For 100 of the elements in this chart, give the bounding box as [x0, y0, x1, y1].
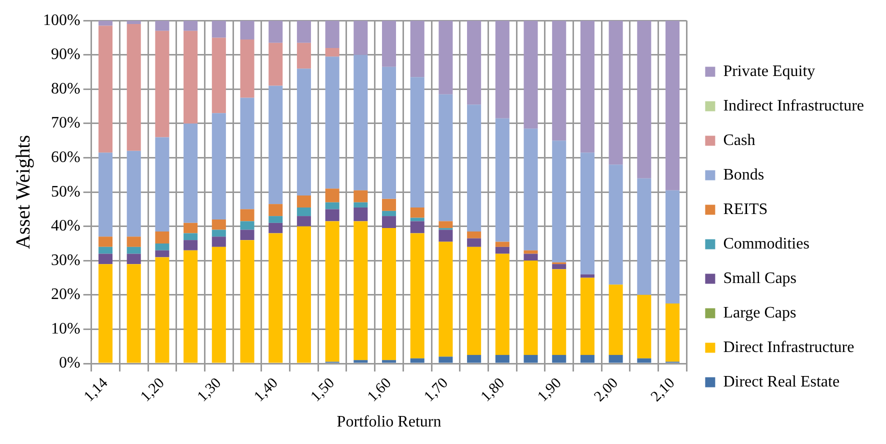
x-tick-label: 1,14	[81, 374, 112, 406]
bar	[382, 198, 396, 211]
x-tick-label: 2,10	[648, 375, 678, 406]
bar	[98, 246, 113, 254]
bar	[410, 358, 424, 363]
x-tick-label: 1,70	[421, 375, 452, 406]
bar	[98, 236, 113, 247]
bar	[665, 304, 680, 362]
bar	[410, 221, 424, 234]
bar	[126, 150, 141, 237]
bar	[665, 190, 680, 304]
legend-label: Large Caps	[723, 304, 796, 322]
bar	[467, 104, 482, 232]
legend-label: Bonds	[723, 166, 764, 184]
bar	[608, 164, 623, 285]
bar	[580, 354, 594, 363]
bar	[467, 238, 482, 247]
bar	[410, 20, 424, 78]
bar	[580, 20, 594, 153]
bar	[382, 228, 396, 360]
bar	[354, 360, 368, 363]
bar	[325, 20, 340, 48]
bar	[240, 20, 254, 40]
bar	[268, 20, 283, 43]
legend-label: Commodities	[723, 235, 810, 252]
bar	[524, 250, 538, 254]
bar	[268, 86, 283, 204]
bar	[438, 20, 453, 94]
bar	[354, 54, 368, 190]
x-tick-label: 2,00	[592, 375, 622, 406]
legend-label: Direct Real Estate	[723, 373, 840, 390]
bar	[296, 226, 311, 363]
legend-label: Private Equity	[723, 62, 816, 80]
x-tick-label: 1,20	[138, 375, 168, 406]
bar	[325, 56, 340, 189]
bar	[524, 20, 538, 129]
bar	[155, 250, 170, 258]
bar	[467, 246, 482, 355]
bar	[524, 354, 538, 363]
x-axis-title: Portfolio Return	[336, 414, 442, 431]
bar	[608, 354, 623, 363]
bar	[524, 128, 538, 250]
bar	[467, 354, 482, 363]
bar	[410, 207, 424, 218]
bar	[155, 20, 170, 31]
bar	[637, 178, 652, 295]
bar	[155, 137, 170, 232]
legend-label: REITS	[723, 200, 768, 218]
bar	[98, 152, 113, 237]
bar	[155, 231, 170, 244]
bar	[126, 236, 141, 247]
bar	[580, 274, 594, 278]
bar	[354, 202, 368, 208]
bar	[268, 42, 283, 86]
bar	[495, 246, 510, 254]
bar	[410, 233, 424, 358]
bar	[184, 30, 198, 124]
x-tick-label: 1,40	[251, 375, 282, 406]
y-axis-title: Asset Weights	[12, 134, 34, 250]
bar	[438, 221, 453, 228]
bar	[212, 20, 226, 38]
bar	[184, 250, 198, 363]
y-tick-label: 70%	[51, 114, 80, 132]
bar	[184, 240, 198, 250]
bar	[354, 20, 368, 55]
bar	[212, 246, 226, 363]
bar	[495, 20, 510, 118]
y-tick-label: 10%	[51, 320, 80, 338]
bar	[524, 260, 538, 355]
bar	[325, 221, 340, 362]
legend-label: Small Caps	[723, 270, 797, 287]
bar	[354, 221, 368, 360]
bar	[438, 356, 453, 363]
bar	[637, 20, 652, 178]
bar	[382, 20, 396, 67]
bar	[524, 254, 538, 261]
bar	[552, 354, 566, 363]
bar	[240, 98, 254, 210]
y-tick-label: 40%	[51, 218, 80, 235]
bar	[608, 284, 623, 355]
x-tick-label: 1,60	[364, 375, 395, 406]
bar	[212, 113, 226, 220]
bar	[608, 20, 623, 165]
bar	[240, 209, 254, 222]
x-tick-label: 1,50	[308, 375, 338, 406]
bar	[268, 216, 283, 223]
legend-label: Indirect Infrastructure	[723, 97, 864, 114]
bar	[637, 358, 652, 363]
bar	[495, 254, 510, 355]
y-tick-label: 100%	[43, 12, 80, 29]
bar	[240, 39, 254, 98]
bar	[184, 20, 198, 31]
bar	[126, 246, 141, 254]
bar	[296, 195, 311, 208]
bar	[126, 254, 141, 264]
bar	[184, 222, 198, 234]
x-tick-label: 1,80	[478, 375, 508, 406]
bar	[98, 26, 113, 153]
bar	[296, 216, 311, 226]
bar	[495, 118, 510, 242]
